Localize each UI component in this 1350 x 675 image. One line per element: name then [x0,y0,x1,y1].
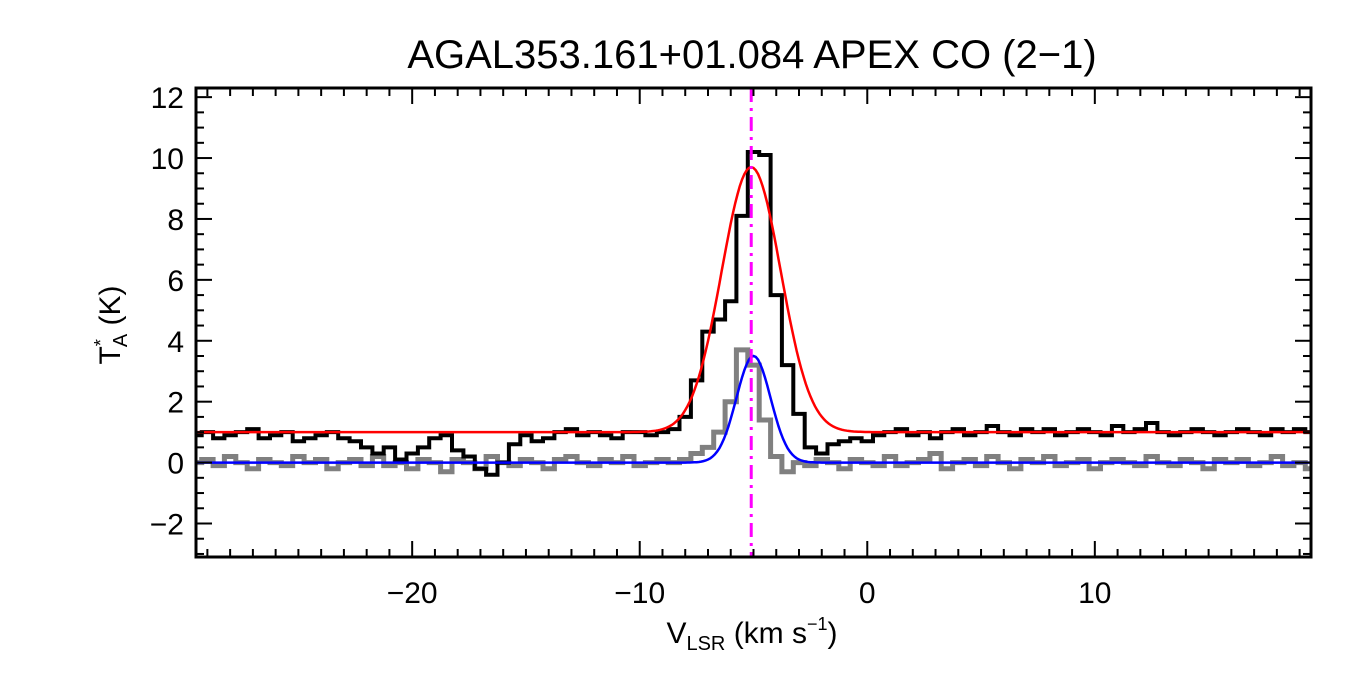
series-3-line [196,354,1311,464]
x-axis-label-sub: LSR [686,633,725,655]
y-tick-label: −2 [150,509,184,542]
x-axis-label-sup: −1 [807,614,828,634]
y-axis-label-sub: A [110,333,132,347]
y-tick-label: 0 [167,448,184,481]
series-group [196,88,1311,557]
x-tick-label: 0 [859,577,876,610]
y-axis-label: T*A (K) [91,285,132,364]
y-axis-label-sup: * [91,339,111,346]
x-axis-label-main: V [666,617,686,650]
series-0-line [196,150,1311,477]
x-tick-label: −10 [614,577,665,610]
y-tick-label: 12 [151,82,184,115]
chart-title: AGAL353.161+01.084 APEX CO (2−1) [407,33,1096,77]
y-tick-label: 4 [167,326,184,359]
y-tick-label: 8 [167,204,184,237]
x-tick-label: 10 [1078,577,1111,610]
x-axis-label-close: ) [828,617,838,650]
x-axis-label: VLSR (km s−1) [666,614,837,655]
x-tick-label: −20 [387,577,438,610]
y-axis-label-main: T [94,346,127,364]
y-tick-label: 2 [167,387,184,420]
plot-frame [194,86,1313,559]
svg-text:T*A (K): T*A (K) [91,285,132,364]
y-tick-label: 10 [151,143,184,176]
y-tick-label: 6 [167,265,184,298]
y-axis-label-rest: (K) [94,285,127,333]
series-1-line [196,347,1311,475]
x-axis-label-rest: (km s [725,617,807,650]
series-2-line [196,165,1311,434]
svg-text:VLSR (km s−1): VLSR (km s−1) [666,614,837,655]
